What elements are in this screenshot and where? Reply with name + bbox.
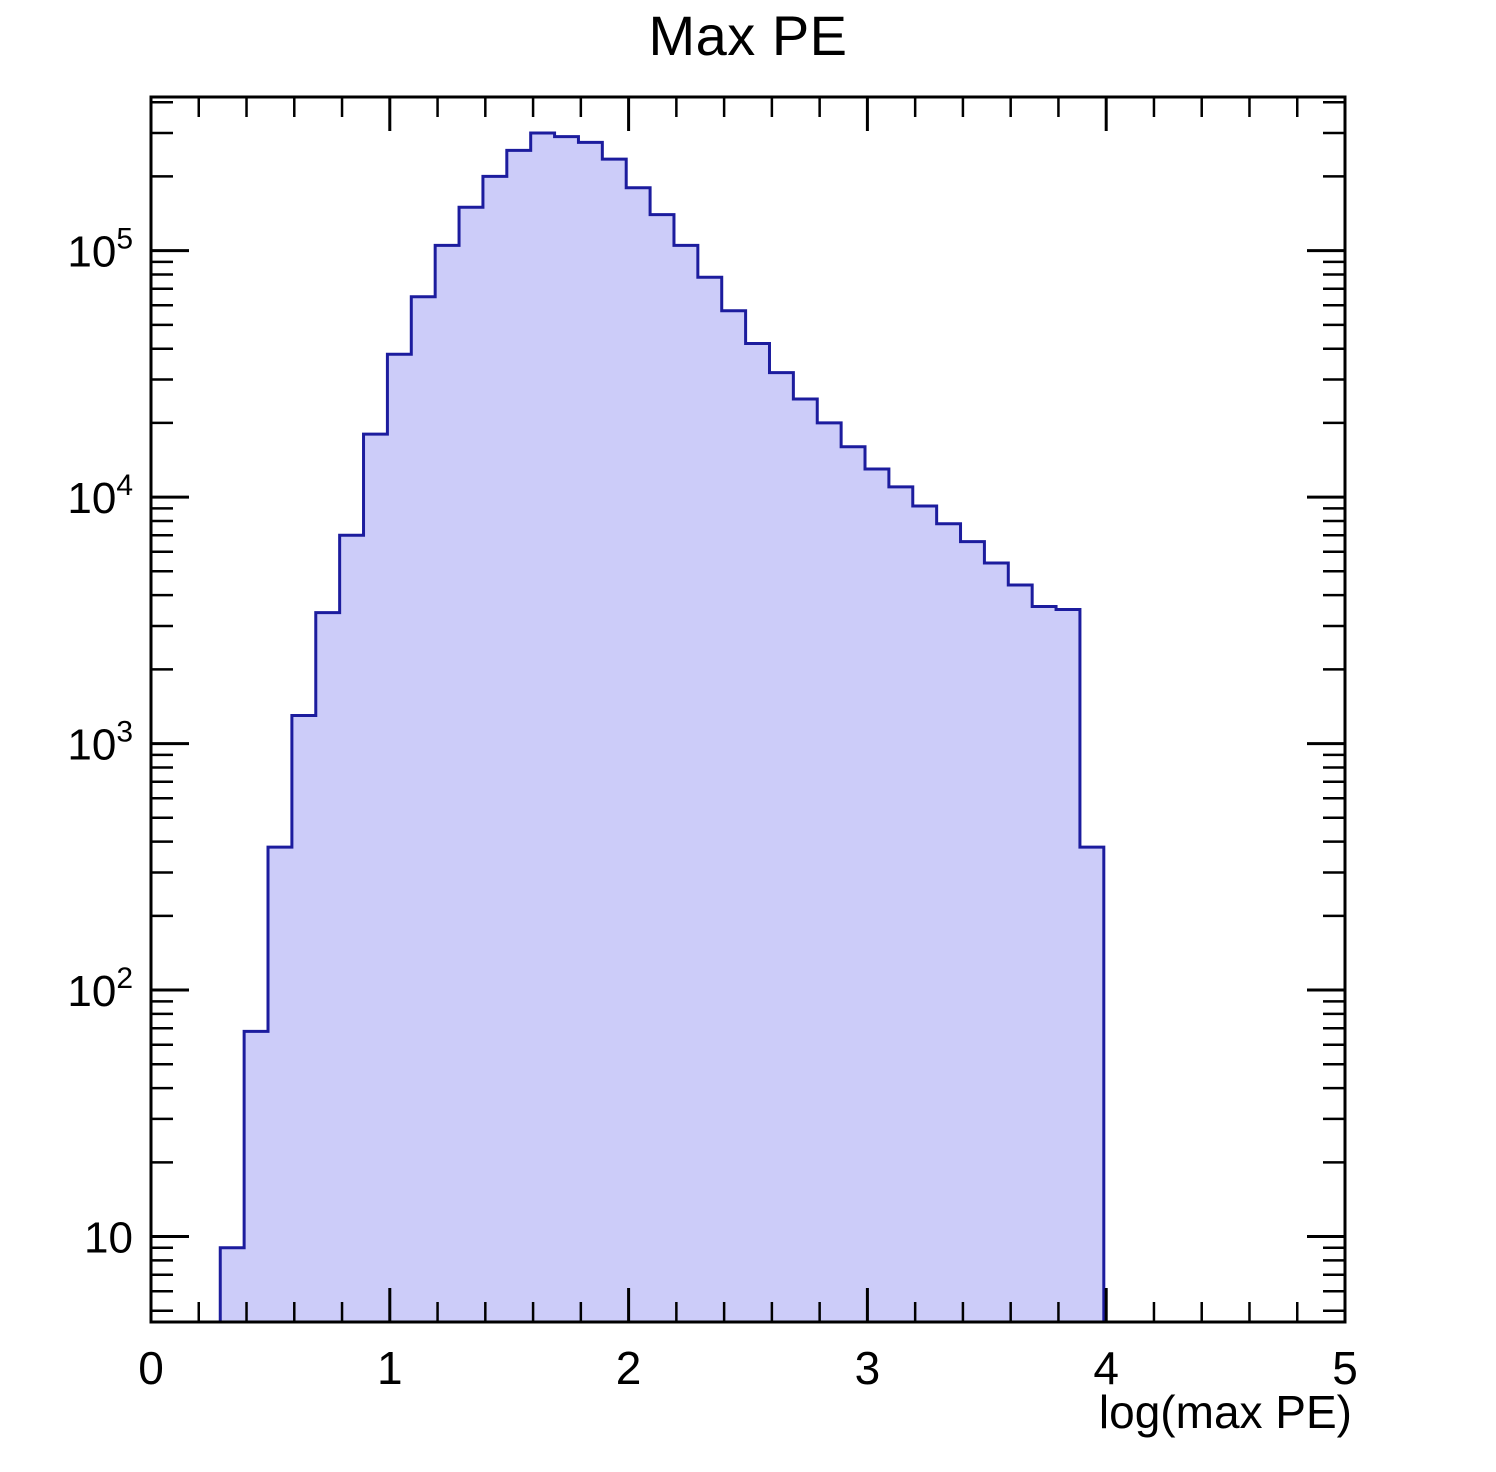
x-tick-label: 5 [1332,1342,1358,1394]
y-tick-label: 105 [67,223,133,277]
y-axis-tick-labels: 10 102 103 104 105 [67,223,133,1263]
y-axis-ticks [151,100,1345,1312]
axis-frame [149,95,1347,1324]
x-tick-label: 0 [138,1342,164,1394]
histogram-series [218,131,1106,1324]
page-title: Max PE [648,4,848,67]
x-axis-ticks [149,97,1347,1322]
y-tick-label: 103 [67,716,133,770]
y-tick-label: 102 [67,962,133,1016]
x-tick-label: 1 [377,1342,403,1394]
x-axis-tick-labels: 0 1 2 3 4 5 [138,1342,1358,1394]
histogram-bars [218,131,1106,1324]
y-tick-label: 10 [84,1214,133,1263]
x-tick-label: 2 [616,1342,642,1394]
plot-frame [149,95,1347,1324]
y-tick-label: 104 [67,469,133,523]
x-tick-label: 4 [1093,1342,1119,1394]
x-tick-label: 3 [855,1342,881,1394]
x-axis-title: log(max PE) [1098,1386,1352,1438]
